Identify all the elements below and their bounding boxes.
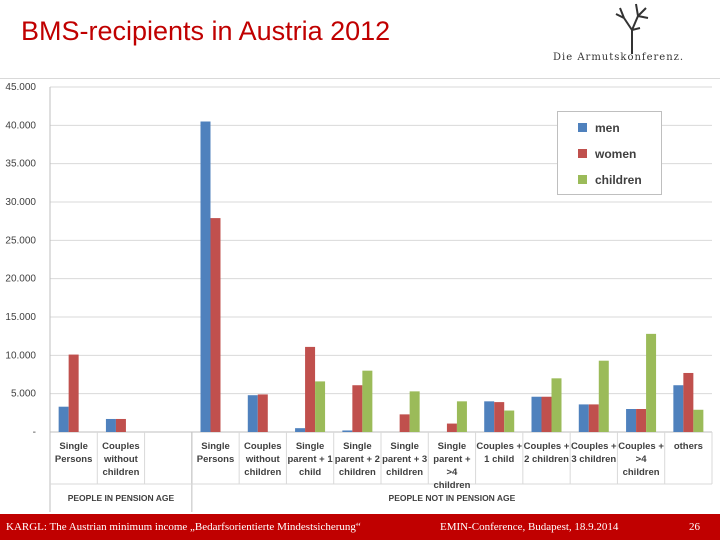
y-tick-label: 10.000 <box>5 350 36 361</box>
y-tick-label: - <box>33 427 36 438</box>
legend-item-women: women <box>578 146 637 161</box>
x-tick-label: Persons <box>55 454 93 465</box>
bar-women-6 <box>352 385 363 432</box>
bar-children-10 <box>551 378 562 432</box>
y-tick-label: 35.000 <box>5 159 36 170</box>
x-tick-label: children <box>339 467 376 478</box>
bar-men-0 <box>58 406 69 432</box>
legend-swatch-men <box>578 123 587 133</box>
chart-legend: men women children <box>557 111 662 195</box>
x-tick-label: Single <box>201 441 230 452</box>
x-tick-label: 1 child <box>484 454 514 465</box>
x-tick-label: parent + <box>433 454 471 465</box>
bar-men-3 <box>200 121 211 432</box>
y-tick-label: 20.000 <box>5 274 36 285</box>
x-tick-label: Single <box>343 441 372 452</box>
bar-children-11 <box>598 360 609 432</box>
bar-men-10 <box>531 396 542 432</box>
x-tick-label: children <box>623 467 660 478</box>
x-tick-label: >4 <box>447 467 459 478</box>
x-tick-label: child <box>299 467 321 478</box>
x-tick-label: 2 children <box>524 454 569 465</box>
tree-logo-icon <box>615 3 649 54</box>
x-tick-label: parent + 3 <box>382 454 427 465</box>
x-tick-label: Couples + <box>476 441 522 452</box>
bar-women-11 <box>588 404 599 432</box>
x-tick-label: Couples + <box>524 441 570 452</box>
x-tick-label: Couples + <box>618 441 664 452</box>
bar-children-7 <box>409 391 420 432</box>
bar-women-9 <box>494 402 505 432</box>
bar-men-9 <box>484 401 495 432</box>
bar-men-1 <box>105 418 116 432</box>
footer-conference: EMIN-Conference, Budapest, 18.9.2014 <box>440 521 619 533</box>
x-tick-label: Single <box>59 441 88 452</box>
bar-men-12 <box>626 409 637 432</box>
x-tick-label: without <box>245 454 281 465</box>
bar-chart: - 5.000 10.000 15.000 20.000 25.000 30.000 35.0… <box>5 82 713 512</box>
bar-women-0 <box>68 354 79 432</box>
slide-title: BMS-recipients in Austria 2012 <box>21 16 391 46</box>
x-tick-label: children <box>244 467 281 478</box>
legend-swatch-women <box>578 149 587 159</box>
x-tick-label: others <box>674 441 703 452</box>
bar-children-12 <box>646 333 657 432</box>
y-tick-label: 5.000 <box>11 389 36 400</box>
bar-children-5 <box>315 381 326 432</box>
bar-men-4 <box>247 395 258 432</box>
bar-women-12 <box>636 409 647 432</box>
group-label-0: PEOPLE IN PENSION AGE <box>68 493 175 503</box>
footer-citation: KARGL: The Austrian minimum income „Beda… <box>6 521 361 533</box>
bar-women-7 <box>399 414 410 432</box>
x-tick-label: without <box>103 454 139 465</box>
bar-children-6 <box>362 370 373 432</box>
bar-men-6 <box>342 430 353 432</box>
bar-women-5 <box>305 346 316 432</box>
legend-label-children: children <box>595 172 642 187</box>
bar-women-1 <box>115 418 126 432</box>
x-tick-label: Persons <box>197 454 235 465</box>
x-tick-label: Couples <box>244 441 281 452</box>
bar-women-13 <box>683 372 694 432</box>
bar-women-10 <box>541 396 552 432</box>
footer-bar: KARGL: The Austrian minimum income „Beda… <box>0 514 720 540</box>
legend-label-women: women <box>595 146 637 161</box>
bar-men-11 <box>578 404 589 432</box>
x-tick-label: Couples + <box>571 441 617 452</box>
bar-men-13 <box>673 385 684 432</box>
logo-text: Die Armutskonferenz. <box>553 52 685 63</box>
group-label-1: PEOPLE NOT IN PENSION AGE <box>389 493 516 503</box>
legend-label-men: men <box>595 120 620 135</box>
y-tick-label: 45.000 <box>5 82 36 93</box>
x-tick-label: Single <box>296 441 325 452</box>
legend-item-men: men <box>578 120 620 135</box>
footer-page-number: 26 <box>689 521 700 533</box>
y-tick-label: 15.000 <box>5 312 36 323</box>
x-tick-label: Couples <box>102 441 139 452</box>
legend-item-children: children <box>578 172 642 187</box>
x-tick-label: children <box>433 480 470 491</box>
x-tick-label: 3 children <box>571 454 616 465</box>
bar-men-5 <box>295 428 306 432</box>
x-tick-label: >4 <box>636 454 648 465</box>
legend-swatch-children <box>578 175 587 185</box>
y-tick-label: 30.000 <box>5 197 36 208</box>
bar-children-13 <box>693 409 704 432</box>
bar-women-3 <box>210 218 221 432</box>
x-tick-label: parent + 2 <box>335 454 380 465</box>
bar-children-9 <box>504 410 515 432</box>
y-tick-label: 25.000 <box>5 235 36 246</box>
y-tick-label: 40.000 <box>5 120 36 131</box>
bar-women-8 <box>446 423 457 432</box>
x-tick-label: Single <box>390 441 419 452</box>
bar-women-4 <box>257 394 268 432</box>
x-tick-label: children <box>386 467 423 478</box>
x-tick-label: Single <box>438 441 467 452</box>
x-tick-label: children <box>102 467 139 478</box>
x-tick-label: parent + 1 <box>287 454 333 465</box>
bar-children-8 <box>456 401 467 432</box>
